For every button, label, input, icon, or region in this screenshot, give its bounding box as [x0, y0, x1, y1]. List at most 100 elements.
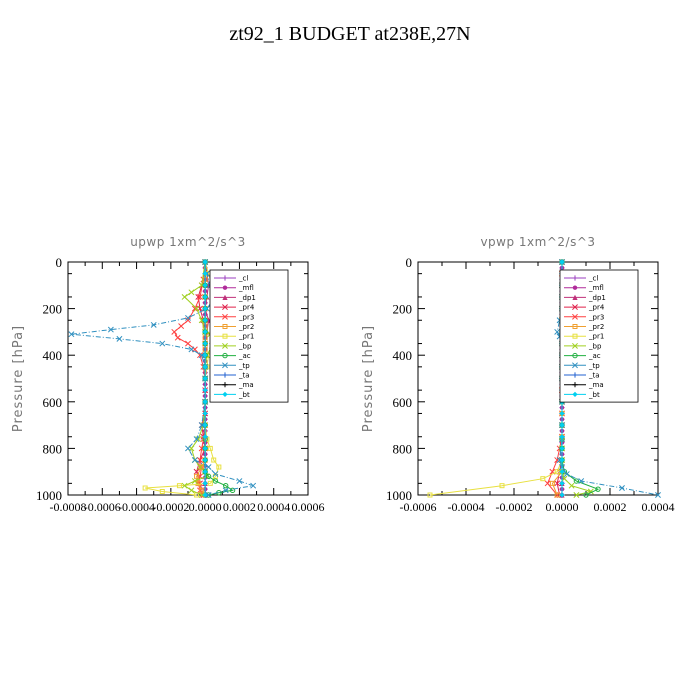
legend-item: _mfl — [214, 284, 254, 292]
legend-item: _ac — [214, 352, 251, 360]
chart-panel-2: vpwp 1xm^2/s^3 Pressure [hPa] 0 200 400 600 80… — [361, 235, 675, 514]
x-tick-label: 0.0000 — [189, 500, 222, 514]
data-point — [499, 483, 505, 489]
legend-label: _cl — [588, 275, 598, 283]
data-point — [202, 294, 208, 300]
legend-label: _pr3 — [238, 313, 254, 321]
data-point — [211, 457, 217, 463]
x-tick-label: 0.0004 — [642, 500, 675, 514]
data-point — [540, 476, 546, 482]
data-point — [176, 483, 182, 489]
data-point — [212, 478, 219, 484]
legend-item: _ma — [564, 381, 604, 389]
data-point — [68, 331, 75, 338]
data-point — [202, 375, 208, 382]
data-point — [207, 445, 213, 451]
data-point — [559, 434, 565, 440]
data-point — [202, 469, 208, 475]
legend-marker — [222, 352, 228, 359]
data-point — [202, 271, 208, 277]
panels: upwp 1xm^2/s^3 Pressure [hPa] 0 200 400 600 80… — [11, 235, 675, 514]
y-tick-label: 400 — [393, 348, 413, 363]
data-point — [159, 489, 165, 495]
legend-marker — [572, 372, 578, 378]
legend-marker — [222, 285, 228, 290]
legend-item: _ta — [214, 372, 250, 380]
legend-marker — [572, 382, 578, 388]
data-point — [202, 492, 208, 498]
legend-marker — [572, 275, 578, 281]
data-point — [216, 464, 222, 470]
data-point — [236, 478, 243, 484]
data-point — [559, 480, 565, 486]
data-point — [655, 492, 661, 498]
data-point — [174, 334, 181, 341]
x-tick-label: -0.0006 — [400, 500, 437, 514]
data-point — [573, 478, 580, 484]
series-line — [429, 262, 565, 496]
data-point — [205, 464, 212, 470]
data-point — [595, 486, 601, 492]
data-point — [202, 306, 208, 312]
legend-label: _tp — [588, 362, 600, 370]
legend-item: _pr2 — [214, 323, 254, 331]
legend-label: _ac — [588, 352, 601, 360]
legend-marker — [572, 352, 578, 359]
legend-marker — [222, 333, 228, 339]
legend-item: _ta — [564, 372, 600, 380]
legend-item: _pr4 — [214, 304, 255, 312]
legend-label: _bt — [238, 391, 250, 399]
y-axis-label: Pressure [hPa] — [11, 325, 26, 432]
legend-marker — [572, 285, 578, 290]
x-tick-label: 0.0004 — [257, 500, 290, 514]
data-point — [202, 422, 208, 428]
legend-marker — [572, 313, 578, 320]
y-tick-label: 0 — [56, 255, 63, 270]
legend-label: _pr4 — [238, 304, 255, 312]
legend-label: _cl — [238, 275, 248, 283]
data-point — [554, 457, 561, 464]
data-point — [559, 410, 565, 417]
legend-label: _ta — [588, 372, 600, 380]
legend-item: _bp — [214, 342, 252, 350]
legend-marker — [222, 294, 228, 300]
data-point — [559, 469, 565, 475]
data-point — [188, 346, 195, 353]
data-point — [554, 469, 560, 475]
legend-label: _mfl — [238, 284, 254, 292]
legend-marker — [222, 391, 228, 397]
legend-marker — [572, 333, 578, 339]
y-tick-label: 200 — [43, 302, 63, 317]
data-point — [202, 282, 208, 288]
data-point — [559, 422, 565, 428]
x-tick-label: 0.0000 — [546, 500, 579, 514]
legend: _cl_mfl_dp1_pr4_pr3_pr2_pr1_bp_ac_tp_ta_… — [559, 269, 639, 403]
series-pr1 — [427, 259, 567, 498]
data-point — [194, 473, 200, 479]
legend-marker — [222, 304, 228, 311]
data-point — [202, 259, 208, 265]
data-point — [188, 487, 195, 494]
legend-label: _ma — [238, 381, 254, 389]
legend-item: _pr1 — [564, 333, 604, 341]
x-tick-label: -0.0006 — [84, 500, 121, 514]
y-tick-label: 800 — [393, 441, 413, 456]
data-point — [202, 317, 208, 323]
data-point — [185, 340, 191, 347]
data-point — [193, 305, 200, 312]
y-tick-label: 600 — [393, 395, 413, 410]
legend-item: _bp — [564, 342, 602, 350]
legend-label: _pr2 — [238, 323, 254, 331]
legend-item: _dp1 — [564, 294, 606, 302]
legend-item: _tp — [214, 362, 250, 370]
data-point — [202, 340, 208, 347]
legend-marker — [572, 391, 578, 397]
data-point — [188, 289, 195, 296]
data-point — [223, 482, 229, 489]
data-point — [554, 328, 561, 335]
data-point — [159, 340, 166, 347]
data-point — [202, 364, 208, 370]
legend-marker — [572, 324, 578, 329]
data-point — [549, 480, 555, 486]
